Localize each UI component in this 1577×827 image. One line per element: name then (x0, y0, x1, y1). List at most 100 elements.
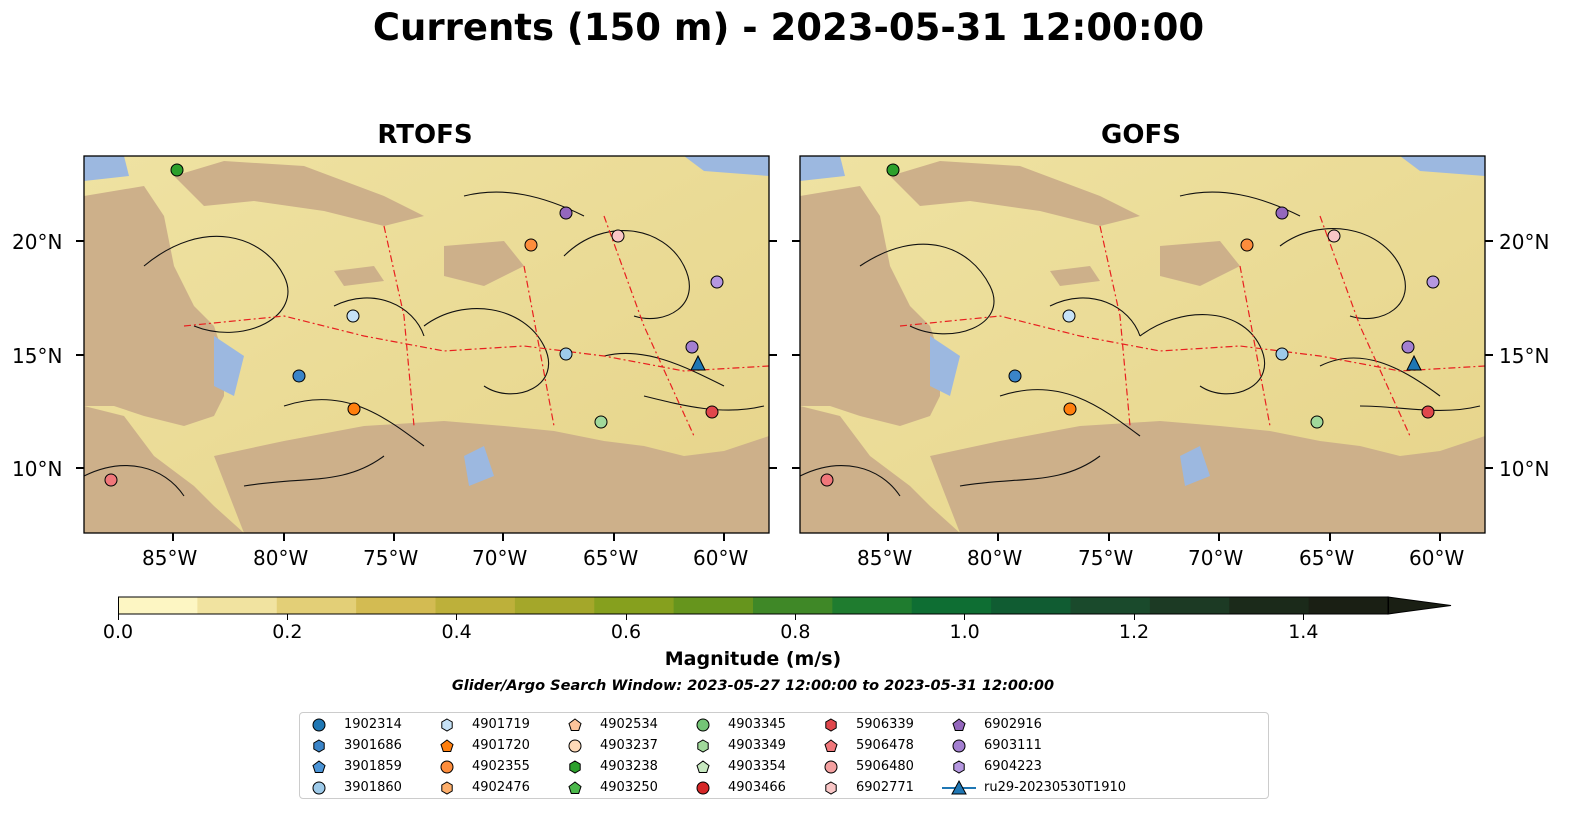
colorbar-tick-label: 1.4 (1288, 621, 1319, 643)
legend-label: 4902476 (472, 780, 530, 795)
legend-marker-shape (953, 760, 965, 774)
legend-label: 3901859 (344, 759, 402, 774)
colorbar-tick-mark (625, 614, 627, 620)
legend-marker-shape (312, 781, 326, 795)
float-3901860[interactable] (559, 347, 573, 361)
lake-maracaibo (464, 446, 494, 486)
colorbar-segment (1070, 597, 1151, 614)
float-4903349[interactable] (1310, 415, 1324, 429)
land-central-america (84, 186, 224, 426)
legend-marker-icon (952, 718, 966, 731)
colorbar-segment (911, 597, 992, 614)
gofs-frame (799, 155, 1486, 534)
float-6902916[interactable] (559, 206, 573, 220)
float-4901719[interactable] (346, 309, 360, 323)
land-panama (800, 406, 960, 533)
legend-marker-icon (824, 760, 838, 774)
float-4901720[interactable] (1063, 402, 1077, 416)
float-5906339[interactable] (1421, 405, 1435, 419)
float-6903111[interactable] (1401, 340, 1415, 354)
float-6903111[interactable] (685, 340, 699, 354)
shelf-yucatan (800, 156, 845, 181)
legend-marker-icon (824, 739, 838, 752)
float-5906478[interactable] (820, 473, 834, 487)
float-6902771[interactable] (611, 229, 625, 243)
colorbar-segment (356, 597, 437, 614)
glider-ru29[interactable] (1406, 354, 1422, 371)
colorbar-segment (1229, 597, 1310, 614)
legend-label: 5906478 (856, 738, 914, 753)
colorbar-tick-label: 0.4 (441, 621, 472, 643)
legend-marker-icon (312, 781, 326, 795)
land-central-america (800, 186, 940, 426)
float-4901720[interactable] (347, 402, 361, 416)
legend-label: 4903354 (728, 759, 786, 774)
legend-marker-icon (568, 739, 582, 753)
land-cuba (890, 161, 1140, 226)
legend-marker-shape (440, 760, 454, 774)
lon-label-70w-right: 70°W (1188, 546, 1244, 570)
glider-ru29[interactable] (690, 354, 706, 371)
float-4901719[interactable] (1062, 309, 1076, 323)
float-4903238[interactable] (886, 163, 900, 177)
legend-marker-icon (569, 760, 581, 774)
float-3901686[interactable] (1008, 369, 1022, 383)
lon-label-65w-left: 65°W (583, 546, 639, 570)
land-jamaica (334, 266, 384, 286)
float-6902771[interactable] (1327, 229, 1341, 243)
gofs-panel-title: GOFS (1101, 120, 1181, 150)
colorbar-segment (197, 597, 278, 614)
float-4902355[interactable] (524, 238, 538, 252)
gofs-map (800, 156, 1485, 533)
colorbar-label: Magnitude (m/s) (664, 648, 842, 670)
shelf-honduras (214, 336, 244, 396)
float-4903349[interactable] (594, 415, 608, 429)
float-4903238[interactable] (170, 163, 184, 177)
legend-label: 4901719 (472, 717, 530, 732)
float-3901686[interactable] (292, 369, 306, 383)
float-6902916[interactable] (1275, 206, 1289, 220)
figure-title: Currents (150 m) - 2023-05-31 12:00:00 (372, 6, 1205, 49)
colorbar-tick-label: 0.8 (780, 621, 811, 643)
legend-marker-shape (696, 760, 710, 773)
legend-marker-shape (441, 781, 453, 795)
colorbar-segment (276, 597, 357, 614)
legend-label: 4903238 (600, 759, 658, 774)
float-3901860[interactable] (1275, 347, 1289, 361)
colorbar (118, 596, 1452, 615)
colorbar-tick-label: 1.0 (949, 621, 980, 643)
lat-label-15n-left: 15°N (12, 344, 63, 368)
legend: 1902314 3901686 3901859 3901860 4901719 49017… (299, 712, 1269, 799)
colorbar-extend-arrow (1387, 596, 1452, 615)
colorbar-tick-mark (794, 614, 796, 620)
colorbar-segment (1149, 597, 1230, 614)
legend-marker-icon (312, 760, 326, 773)
legend-label: 4903237 (600, 738, 658, 753)
legend-label: ru29-20230530T1910 (984, 780, 1127, 795)
rtofs-panel-title: RTOFS (377, 120, 473, 150)
colorbar-segment (753, 597, 833, 614)
legend-label: 4903349 (728, 738, 786, 753)
lat-label-10n-left: 10°N (12, 457, 63, 481)
lon-label-85w-right: 85°W (857, 546, 913, 570)
legend-label: 6902771 (856, 780, 914, 795)
legend-marker-shape (952, 718, 966, 731)
float-5906339[interactable] (705, 405, 719, 419)
rtofs-map (84, 156, 769, 533)
float-6904223[interactable] (1426, 275, 1440, 289)
legend-label: 4902355 (472, 759, 530, 774)
float-4902355[interactable] (1240, 238, 1254, 252)
float-5906478[interactable] (104, 473, 118, 487)
legend-marker-icon (953, 760, 965, 774)
lon-label-60w-right: 60°W (1409, 546, 1465, 570)
legend-marker-shape (824, 760, 838, 774)
float-6904223[interactable] (710, 275, 724, 289)
lake-maracaibo (1180, 446, 1210, 486)
colorbar-tick-mark (117, 614, 119, 620)
legend-label: 4903345 (728, 717, 786, 732)
legend-marker-shape (696, 718, 710, 732)
legend-marker-icon (825, 781, 837, 795)
gofs-map-features (800, 156, 1485, 533)
eez-boundaries (899, 215, 1485, 437)
legend-marker-shape (952, 739, 966, 753)
